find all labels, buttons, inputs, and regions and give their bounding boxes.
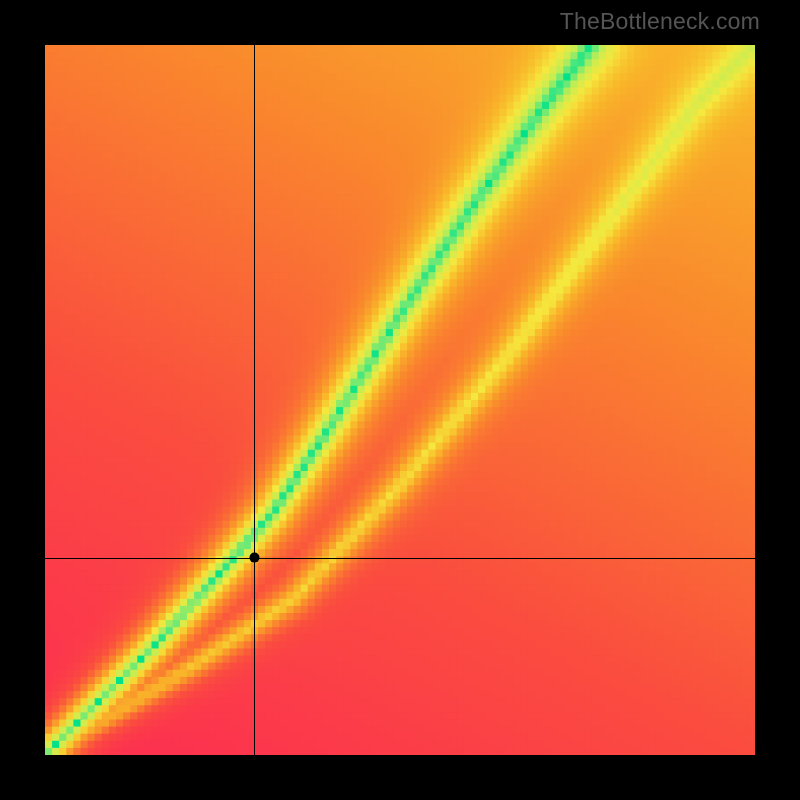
heatmap-plot-area	[45, 45, 755, 755]
watermark-text: TheBottleneck.com	[560, 8, 760, 35]
bottleneck-heatmap-frame: TheBottleneck.com	[0, 0, 800, 800]
heatmap-overlay-canvas	[45, 45, 755, 755]
